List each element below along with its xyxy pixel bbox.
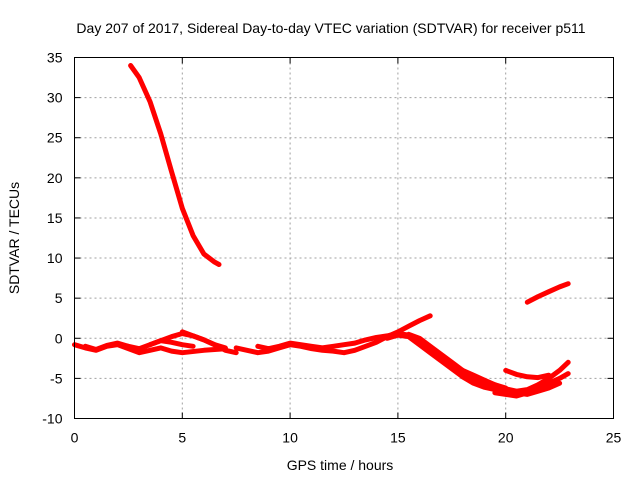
- y-tick-label: 30: [47, 90, 63, 106]
- x-tick-label: 5: [178, 430, 186, 446]
- y-tick-label: 5: [55, 290, 63, 306]
- y-tick-label: 15: [47, 210, 63, 226]
- y-tick-label: 0: [55, 330, 63, 346]
- x-tick-label: 0: [71, 430, 79, 446]
- y-tick-label: 35: [47, 50, 63, 66]
- plot-frame: [74, 57, 614, 419]
- series-line-arc-8: [384, 332, 509, 394]
- y-tick-label: -5: [50, 370, 63, 386]
- series-group: [72, 63, 571, 399]
- x-tick-label: 15: [390, 430, 406, 446]
- series-line-arc-12: [503, 359, 571, 394]
- x-axis: 0 5 10 15 20 25: [71, 57, 622, 446]
- x-tick-label: 20: [498, 430, 514, 446]
- y-tick-label: 10: [47, 250, 63, 266]
- series-line-arc-11: [492, 371, 571, 399]
- series-line-arc-14: [524, 281, 571, 305]
- chart-title: Day 207 of 2017, Sidereal Day-to-day VTE…: [76, 20, 585, 36]
- series-line-arc-1: [128, 63, 222, 267]
- y-tick-label: 20: [47, 170, 63, 186]
- x-tick-label: 10: [282, 430, 298, 446]
- x-tick-label: 25: [606, 430, 622, 446]
- series-line-arc-5: [179, 329, 239, 356]
- y-axis: -10 -5 0 5 10 15 20 25 30 35: [42, 50, 614, 427]
- y-tick-label: -10: [42, 411, 62, 427]
- series-line-arc-3: [82, 338, 196, 352]
- series-line-arc-13: [503, 367, 552, 381]
- y-axis-label: SDTVAR / TECUs: [6, 182, 22, 294]
- series-line-arc-9: [406, 331, 509, 391]
- x-axis-label: GPS time / hours: [287, 457, 394, 473]
- y-tick-label: 25: [47, 130, 63, 146]
- grid: [74, 57, 614, 419]
